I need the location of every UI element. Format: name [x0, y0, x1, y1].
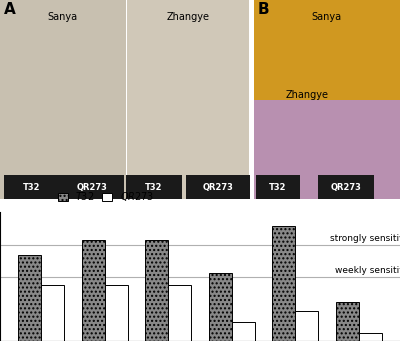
- Legend: $T32$, $QR273$: $T32$, $QR273$: [57, 189, 155, 204]
- Bar: [318, 175, 374, 199]
- Bar: [256, 175, 300, 199]
- Text: Zhangye: Zhangye: [286, 90, 329, 100]
- Bar: [82, 240, 105, 341]
- Bar: [232, 322, 255, 341]
- Bar: [60, 175, 124, 199]
- Text: QR273: QR273: [202, 183, 234, 192]
- Bar: [254, 100, 400, 199]
- Text: strongly sensitive: strongly sensitive: [330, 234, 400, 243]
- Text: T32: T32: [145, 183, 163, 192]
- Bar: [41, 285, 64, 341]
- Text: QR273: QR273: [76, 183, 108, 192]
- Bar: [336, 302, 359, 341]
- Bar: [254, 0, 400, 100]
- Bar: [168, 285, 191, 341]
- Text: T32: T32: [269, 183, 287, 192]
- Bar: [295, 311, 318, 341]
- Bar: [105, 285, 128, 341]
- Bar: [359, 333, 382, 341]
- Text: T32: T32: [23, 183, 41, 192]
- Text: A: A: [4, 2, 16, 17]
- Bar: [209, 273, 232, 341]
- Bar: [4, 175, 60, 199]
- Bar: [186, 175, 250, 199]
- Bar: [272, 226, 295, 341]
- Bar: [145, 240, 168, 341]
- Bar: [126, 175, 182, 199]
- Text: Sanya: Sanya: [311, 12, 341, 22]
- Text: Sanya: Sanya: [47, 12, 77, 22]
- Text: QR273: QR273: [330, 183, 362, 192]
- Bar: [0, 0, 126, 199]
- Bar: [18, 255, 41, 341]
- Text: B: B: [258, 2, 270, 17]
- Text: weekly sensitive: weekly sensitive: [334, 266, 400, 275]
- Bar: [127, 0, 249, 199]
- Text: Zhangye: Zhangye: [166, 12, 210, 22]
